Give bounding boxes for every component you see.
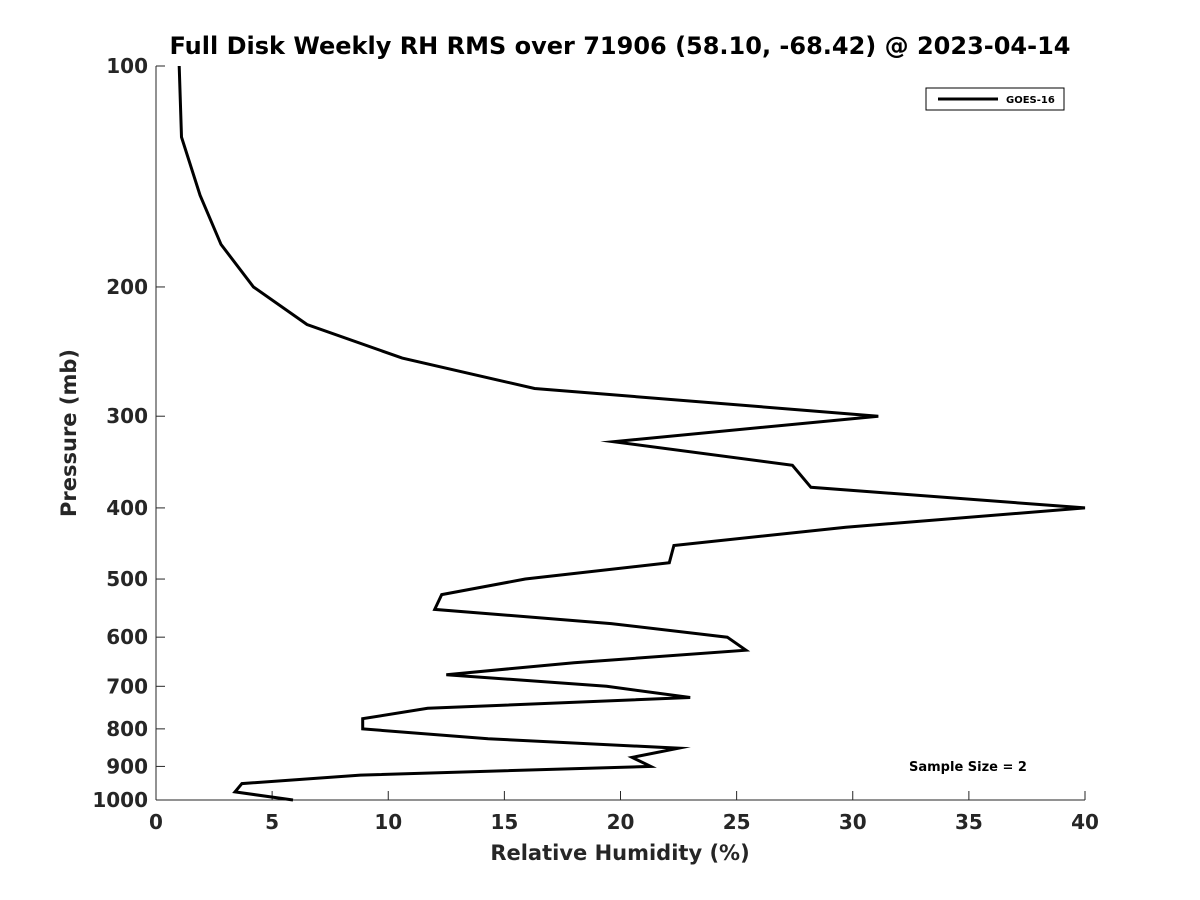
- y-tick-label-600: 600: [106, 625, 148, 649]
- y-axis-label: Pressure (mb): [57, 349, 81, 517]
- chart-title: Full Disk Weekly RH RMS over 71906 (58.1…: [169, 32, 1070, 60]
- y-tick-label-900: 900: [106, 754, 148, 778]
- y-tick-label-1000: 1000: [92, 788, 148, 812]
- y-tick-label-300: 300: [106, 404, 148, 428]
- legend-label-goes-16: GOES-16: [1006, 95, 1055, 106]
- x-tick-label-30: 30: [839, 810, 867, 834]
- y-tick-label-500: 500: [106, 567, 148, 591]
- legend: GOES-16: [925, 87, 1065, 111]
- x-tick-label-0: 0: [149, 810, 163, 834]
- plot-area: 0 5 10 15 20 25 30 35 40 100 200 300 400 500 600 700 800…: [92, 54, 1099, 834]
- sample-size-annotation: Sample Size = 2: [909, 760, 1027, 775]
- series-line-goes-16: [177, 65, 1086, 802]
- y-tick-label-100: 100: [106, 54, 148, 78]
- x-tick-label-15: 15: [490, 810, 518, 834]
- x-tick-label-10: 10: [374, 810, 402, 834]
- x-tick-label-20: 20: [607, 810, 635, 834]
- x-axis-label: Relative Humidity (%): [490, 841, 749, 865]
- x-tick-label-25: 25: [723, 810, 751, 834]
- y-tick-label-200: 200: [106, 275, 148, 299]
- y-tick-label-400: 400: [106, 496, 148, 520]
- x-tick-label-35: 35: [955, 810, 983, 834]
- y-tick-label-700: 700: [106, 674, 148, 698]
- x-tick-label-5: 5: [265, 810, 279, 834]
- x-tick-label-40: 40: [1071, 810, 1099, 834]
- y-tick-label-800: 800: [106, 717, 148, 741]
